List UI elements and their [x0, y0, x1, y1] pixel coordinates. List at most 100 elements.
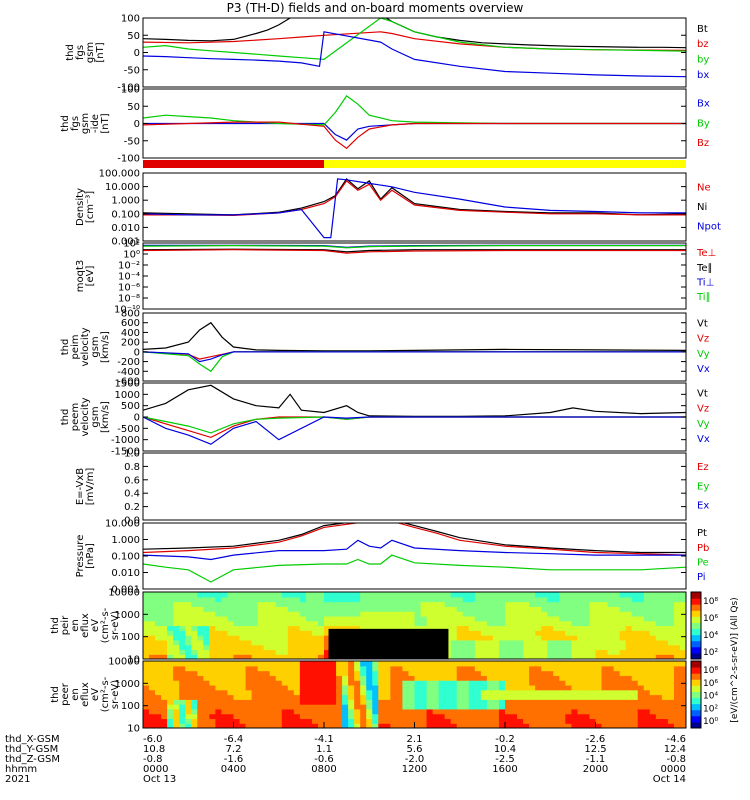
spectrogram-cell: [179, 601, 186, 607]
spectrogram-cell: [655, 596, 663, 603]
spectrogram-cell: [155, 680, 162, 686]
spectrogram-cell: [390, 670, 397, 676]
spectrogram-cell: [360, 661, 367, 667]
spectrogram-cell: [215, 606, 223, 612]
spectrogram-cell: [209, 704, 216, 710]
spectrogram-cell: [390, 680, 397, 686]
spectrogram-cell: [354, 665, 361, 672]
spectrogram-cell: [209, 718, 216, 724]
spectrogram-cell: [547, 718, 554, 724]
spectrogram-cell: [505, 704, 512, 710]
spectrogram-cell: [480, 644, 488, 651]
spectrogram-cell: [221, 596, 229, 603]
spectrogram-cell: [173, 592, 180, 598]
spectrogram-cell: [667, 611, 675, 617]
spectrogram-cell: [468, 635, 476, 641]
spectrogram-cell: [143, 601, 150, 607]
spectrogram-cell: [336, 680, 343, 686]
spectrogram-cell: [523, 592, 530, 598]
spectrogram-cell: [667, 694, 675, 700]
spectrogram-cell: [517, 601, 524, 607]
spectrogram-cell: [263, 625, 271, 631]
spectrogram-cell: [505, 649, 512, 655]
colorbar-tick-label: 10⁰: [703, 717, 718, 727]
spectrogram-cell: [287, 723, 295, 728]
spectrogram-cell: [492, 611, 500, 617]
spectrogram-cell: [535, 723, 542, 728]
spectrogram-cell: [649, 635, 657, 641]
y-tick-label: 100: [121, 701, 140, 712]
spectrogram-cell: [438, 718, 446, 724]
y-tick-label: 0: [134, 413, 140, 424]
spectrogram-cell: [480, 675, 488, 681]
spectrogram-cell: [227, 718, 235, 724]
y-axis-label-line: fgs: [75, 45, 86, 60]
spectrogram-cell: [559, 592, 566, 598]
spectrogram-cell: [571, 615, 578, 622]
mode-bar-segment: [143, 160, 324, 168]
spectrogram-cell: [631, 718, 639, 724]
spectrogram-cell: [287, 611, 295, 617]
spectrogram-cell: [299, 654, 307, 659]
spectrogram-cell: [655, 718, 663, 724]
spectrogram-cell: [239, 630, 247, 636]
spectrogram-cell: [589, 592, 597, 598]
spectrogram-cell: [420, 689, 428, 696]
spectrogram-cell: [559, 635, 566, 641]
spectrogram-cell: [299, 689, 307, 696]
colorbar-cell: [691, 724, 701, 729]
spectrogram-cell: [245, 601, 253, 607]
spectrogram-cell: [167, 654, 174, 659]
spectrogram-cell: [269, 723, 277, 728]
colorbar-tick-label: 10⁸: [703, 666, 718, 676]
spectrogram-cell: [420, 592, 428, 598]
spectrogram-cell: [468, 704, 476, 710]
spectrogram-cell: [625, 592, 633, 598]
spectrogram-cell: [607, 689, 615, 696]
spectrogram-cell: [287, 596, 295, 603]
colorbar-cell: [691, 664, 701, 668]
spectrogram-cell: [468, 670, 476, 676]
spectrogram-cell: [197, 601, 204, 607]
spectrogram-cell: [221, 606, 229, 612]
spectrogram-cell: [511, 630, 518, 636]
spectrogram-cell: [161, 654, 168, 659]
y-tick-label: 100.000: [99, 169, 140, 180]
spectrogram-cell: [305, 675, 313, 681]
spectrogram-cell: [480, 606, 488, 612]
spectrogram-cell: [293, 620, 301, 627]
spectrogram-cell: [269, 689, 277, 696]
spectrogram-cell: [547, 699, 554, 705]
spectrogram-cell: [517, 654, 524, 659]
spectrogram-cell: [275, 649, 283, 655]
spectrogram-cell: [583, 713, 591, 720]
spectrogram-cell: [287, 630, 295, 636]
spectrogram-cell: [577, 689, 585, 696]
spectrogram-cell: [583, 670, 591, 676]
spectrogram-cell: [432, 689, 440, 696]
spectrogram-cell: [420, 713, 428, 720]
spectrogram-cell: [245, 713, 253, 720]
spectrogram-cell: [330, 661, 337, 667]
spectrogram-cell: [595, 625, 603, 631]
ephemeris-value: 2.1: [407, 734, 423, 745]
spectrogram-cell: [185, 718, 192, 724]
spectrogram-cell: [384, 625, 391, 631]
spectrogram-cell: [239, 694, 247, 700]
spectrogram-cell: [251, 649, 259, 655]
spectrogram-cell: [511, 644, 518, 651]
colorbar-cell: [691, 634, 701, 639]
spectrogram-cell: [330, 615, 337, 622]
spectrogram-cell: [378, 670, 385, 676]
spectrogram-cell: [155, 670, 162, 676]
y-tick-label: 600: [121, 318, 140, 329]
spectrogram-cell: [342, 596, 349, 603]
spectrogram-cell: [601, 718, 609, 724]
spectrogram-cell: [541, 699, 548, 705]
spectrogram-cell: [227, 625, 235, 631]
spectrogram-cell: [191, 670, 198, 676]
spectrogram-cell: [517, 649, 524, 655]
spectrogram-cell: [492, 699, 500, 705]
spectrogram-cell: [655, 654, 663, 659]
spectrogram-cell: [505, 630, 512, 636]
